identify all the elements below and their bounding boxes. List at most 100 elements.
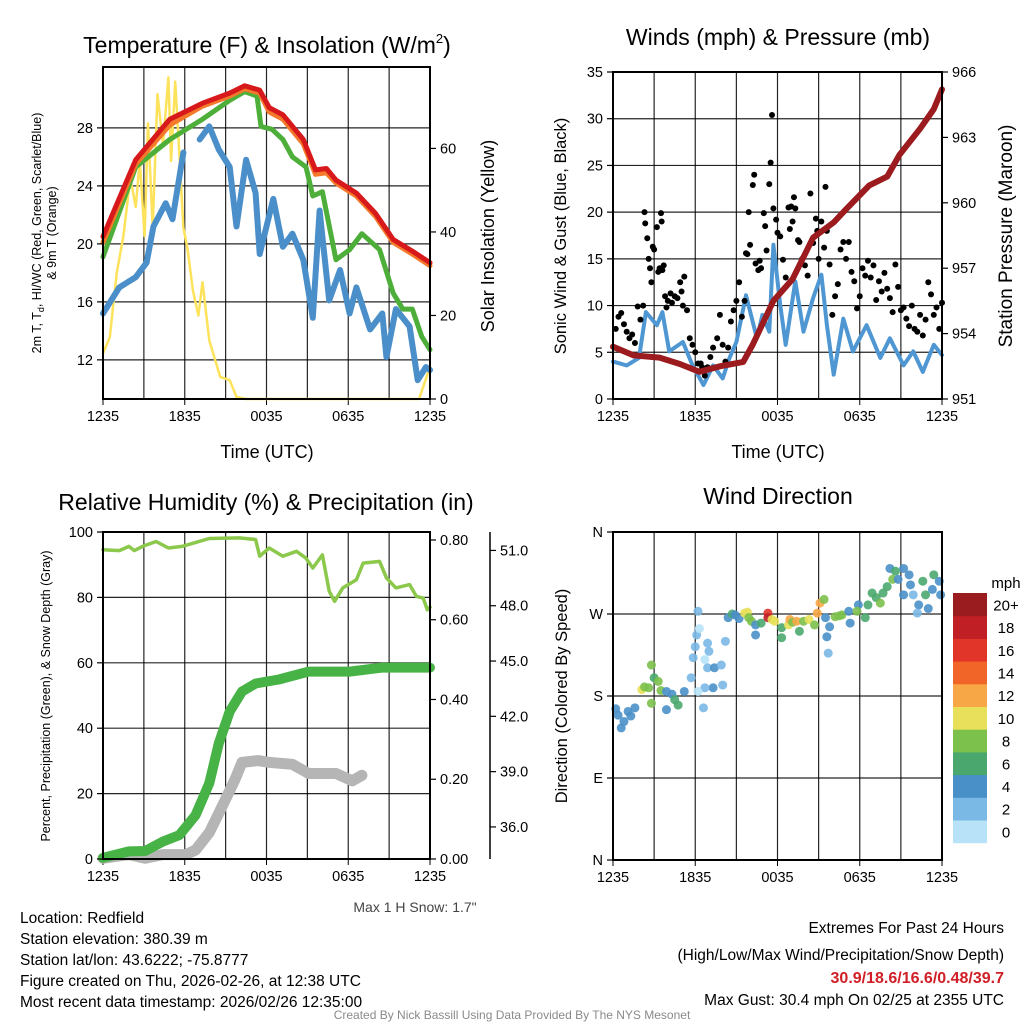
gust-point	[851, 278, 858, 285]
gust-point	[933, 304, 940, 311]
precip-y-tick-label: 0.40	[440, 692, 468, 708]
colorbar-label: 0	[1002, 824, 1010, 841]
direction-point	[882, 582, 892, 592]
gust-point	[922, 316, 929, 323]
gust-point	[837, 246, 844, 253]
wind-x-label: Time (UTC)	[731, 442, 824, 462]
gust-point	[725, 344, 732, 351]
direction-point	[670, 695, 680, 705]
direction-point	[698, 703, 708, 713]
colorbar-swatch	[953, 661, 987, 685]
snow-y-tick-label: 45.0	[500, 654, 528, 670]
pressure-line	[610, 86, 945, 375]
snow-y-tick-label: 48.0	[500, 599, 528, 615]
direction-point	[905, 580, 915, 590]
wind-y-tick-label: 5	[595, 345, 603, 361]
3-x-tick-label: 0635	[844, 870, 876, 886]
temp-plot-border	[102, 66, 431, 400]
direction-point	[653, 676, 663, 686]
gust-point	[620, 321, 627, 328]
gust-point	[714, 335, 721, 342]
direction-point	[688, 653, 698, 663]
gust-point	[892, 261, 899, 268]
credit-text: Created By Nick Bassill Using Data Provi…	[334, 1008, 691, 1022]
direction-point	[708, 683, 718, 693]
pressure-y-label: Station Pressure (Maroon)	[996, 125, 1017, 348]
direction-point	[804, 614, 814, 624]
colorbar-swatch	[953, 820, 987, 844]
dir-y-tick-label: N	[593, 525, 603, 541]
gust-point	[677, 279, 684, 286]
gust-point	[733, 297, 740, 304]
1-x-tick-label: 1835	[679, 409, 711, 425]
gust-point	[845, 239, 852, 246]
direction-point	[646, 698, 656, 708]
insolation-y-label: Solar Insolation (Yellow)	[478, 140, 498, 332]
temp-y-label-line2: & 9m T (Orange)	[45, 186, 59, 279]
gust-point	[773, 216, 780, 223]
gust-point	[779, 256, 786, 263]
direction-point	[893, 574, 903, 584]
direction-point	[860, 613, 870, 623]
direction-point	[844, 606, 854, 616]
insolation-y-tick-label: 40	[440, 225, 456, 241]
3-x-tick-label: 1235	[926, 870, 958, 886]
gust-point	[928, 291, 935, 298]
precip-y-tick-label: 0.00	[440, 852, 468, 868]
chart-layer: 1235 1835 0035 0635 123512162024280204060123…	[69, 65, 1021, 886]
gust-point	[854, 305, 861, 312]
direction-point	[852, 606, 862, 616]
rh-y-tick-label: 0	[85, 852, 93, 868]
gust-point	[895, 283, 902, 290]
direction-point	[734, 614, 744, 624]
gust-point	[679, 302, 686, 309]
gust-point	[821, 244, 828, 251]
gust-point	[930, 311, 937, 318]
direction-point	[812, 608, 822, 618]
rh-y-tick-label: 40	[77, 721, 93, 737]
direction-point	[718, 680, 728, 690]
gust-point	[762, 223, 769, 230]
temp-y-tick-label: 12	[77, 353, 93, 369]
direction-point	[693, 686, 703, 696]
pressure-y-tick-label: 954	[952, 327, 976, 343]
direction-point	[899, 590, 909, 600]
colorbar-swatch	[953, 615, 987, 639]
gust-point	[668, 299, 675, 306]
colorbar-label: 18	[998, 620, 1015, 637]
direction-point	[921, 590, 931, 600]
gust-point	[919, 332, 926, 339]
gust-point	[651, 246, 658, 253]
wind-chart-title: Winds (mph) & Pressure (mb)	[626, 24, 930, 50]
gust-point	[886, 295, 893, 302]
colorbar-label: 2	[1002, 802, 1010, 819]
gust-point	[631, 339, 638, 346]
gust-point	[867, 274, 874, 281]
gust-point	[760, 210, 767, 217]
direction-point	[923, 604, 933, 614]
rh-y-tick-label: 80	[77, 590, 93, 606]
gust-point	[637, 316, 644, 323]
direction-point	[837, 610, 847, 620]
dewpoint-line	[100, 89, 433, 353]
gust-point	[642, 220, 649, 227]
elevation-text: Station elevation: 380.39 m	[20, 931, 208, 948]
colorbar-label: 20+	[993, 597, 1019, 614]
3-x-tick-label: 1235	[597, 870, 629, 886]
gust-point	[856, 293, 863, 300]
gust-point	[756, 257, 763, 264]
gust-point	[640, 302, 647, 309]
gust-point	[727, 318, 734, 325]
gust-point	[769, 111, 776, 118]
gust-point	[629, 331, 636, 338]
gust-point	[859, 265, 866, 272]
direction-point	[646, 660, 656, 670]
colorbar-swatch	[953, 638, 987, 662]
precip-y-tick-label: 0.60	[440, 613, 468, 629]
direction-point	[875, 598, 885, 608]
direction-point	[686, 673, 696, 683]
gust-point	[738, 313, 745, 320]
gust-point	[900, 304, 907, 311]
direction-point	[918, 576, 928, 586]
